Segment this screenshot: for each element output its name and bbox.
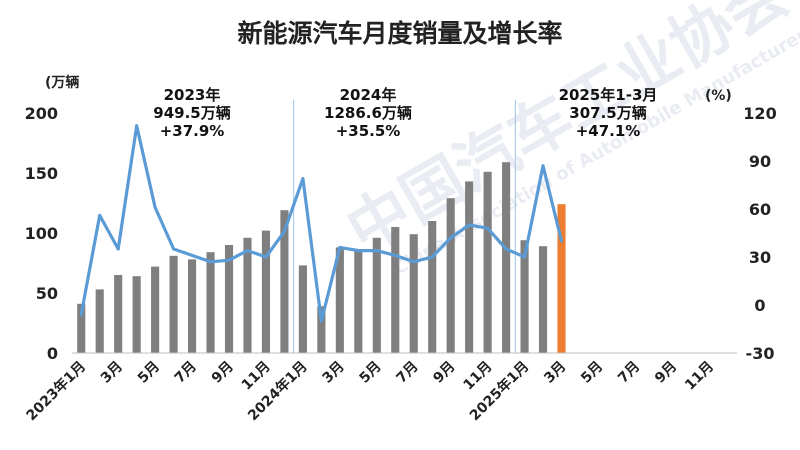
- growth-point-17: [375, 249, 379, 253]
- growth-point-3: [116, 247, 120, 251]
- growth-point-26: [541, 164, 545, 168]
- bar-27: [557, 204, 566, 353]
- growth-point-16: [356, 249, 360, 253]
- line-series: [79, 124, 564, 323]
- bar-20: [428, 221, 437, 353]
- growth-point-9: [227, 258, 231, 262]
- growth-point-10: [245, 249, 249, 253]
- x-tick-18: 11月: [682, 359, 717, 394]
- bar-4: [132, 276, 141, 353]
- left-tick-200: 200: [25, 104, 58, 123]
- bar-9: [224, 245, 234, 353]
- growth-point-14: [319, 319, 323, 323]
- growth-point-21: [449, 236, 453, 240]
- bar-6: [169, 255, 178, 353]
- right-axis-ticks: -30 0 30 60 90 120: [743, 104, 776, 363]
- bar-19: [409, 234, 418, 353]
- left-axis-unit: (万辆: [45, 74, 79, 91]
- x-tick-14: 3月: [541, 359, 569, 387]
- growth-point-22: [467, 223, 471, 227]
- growth-point-25: [523, 255, 527, 259]
- growth-point-8: [209, 260, 213, 264]
- bar-22: [465, 181, 474, 353]
- growth-point-4: [135, 124, 139, 128]
- bar-24: [502, 162, 511, 353]
- annotation-3-line-1: 2025年1-3月: [559, 86, 658, 104]
- x-tick-9: 5月: [357, 359, 385, 387]
- x-tick-1: 2023年1月: [23, 358, 89, 424]
- x-tick-4: 7月: [172, 359, 200, 387]
- x-tick-15: 5月: [578, 359, 606, 387]
- left-tick-100: 100: [25, 224, 58, 243]
- growth-point-13: [301, 177, 305, 181]
- bar-3: [114, 275, 123, 353]
- growth-point-1: [79, 313, 83, 317]
- chart-title: 新能源汽车月度销量及增长率: [237, 19, 562, 48]
- x-tick-10: 7月: [393, 359, 421, 387]
- right-tick-90: 90: [749, 152, 771, 171]
- growth-point-12: [282, 229, 286, 233]
- annotation-1-line-2: 949.5万辆: [153, 104, 230, 122]
- x-tick-11: 9月: [430, 359, 458, 387]
- growth-point-19: [412, 260, 416, 264]
- annotation-2-line-3: +35.5%: [336, 122, 401, 140]
- bar-12: [280, 210, 289, 353]
- year-dividers: [293, 100, 516, 353]
- left-tick-150: 150: [25, 164, 58, 183]
- bar-21: [446, 198, 455, 353]
- bar-26: [538, 246, 548, 353]
- x-tick-2: 3月: [98, 359, 126, 387]
- left-axis-ticks: 0 50 100 150 200: [25, 104, 58, 363]
- x-tick-17: 9月: [652, 359, 680, 387]
- growth-point-15: [338, 245, 342, 249]
- growth-point-2: [98, 213, 102, 217]
- bar-14: [317, 306, 326, 353]
- growth-point-11: [264, 255, 268, 259]
- left-tick-0: 0: [47, 344, 58, 363]
- growth-point-20: [430, 255, 434, 259]
- growth-point-6: [172, 247, 176, 251]
- bar-17: [372, 237, 381, 353]
- left-tick-50: 50: [36, 284, 58, 303]
- annotation-1-line-3: +37.9%: [160, 122, 225, 140]
- growth-point-27: [560, 239, 564, 243]
- right-tick-60: 60: [749, 200, 771, 219]
- bar-25: [520, 240, 529, 353]
- x-tick-16: 7月: [615, 359, 643, 387]
- bar-7: [188, 259, 197, 353]
- right-tick-0: 0: [754, 296, 765, 315]
- annotation-3-line-2: 307.5万辆: [569, 104, 646, 122]
- bar-series: [77, 162, 566, 353]
- annotation-1-line-1: 2023年: [164, 86, 221, 104]
- growth-point-7: [190, 253, 194, 257]
- annotation-2-line-1: 2024年: [340, 86, 397, 104]
- bar-2: [95, 289, 104, 353]
- bar-5: [151, 266, 160, 353]
- bar-23: [483, 171, 492, 353]
- bar-13: [298, 265, 307, 353]
- right-tick-120: 120: [743, 104, 776, 123]
- annotation-3-line-3: +47.1%: [576, 122, 641, 140]
- right-tick-30: 30: [749, 248, 771, 267]
- bar-8: [206, 252, 215, 353]
- bar-1: [77, 303, 86, 353]
- growth-point-23: [486, 226, 490, 230]
- annotation-2-line-2: 1286.6万辆: [324, 104, 412, 122]
- right-tick--30: -30: [746, 344, 775, 363]
- bar-15: [335, 247, 344, 353]
- growth-point-5: [153, 205, 157, 209]
- bar-10: [243, 237, 252, 353]
- right-axis-unit: (%): [705, 88, 732, 104]
- x-tick-8: 3月: [320, 359, 348, 387]
- bar-18: [391, 227, 400, 353]
- bar-16: [354, 251, 363, 353]
- growth-point-18: [393, 253, 397, 257]
- growth-point-24: [504, 247, 508, 251]
- x-tick-3: 5月: [135, 359, 163, 387]
- bar-11: [261, 230, 271, 353]
- x-tick-5: 9月: [209, 359, 237, 387]
